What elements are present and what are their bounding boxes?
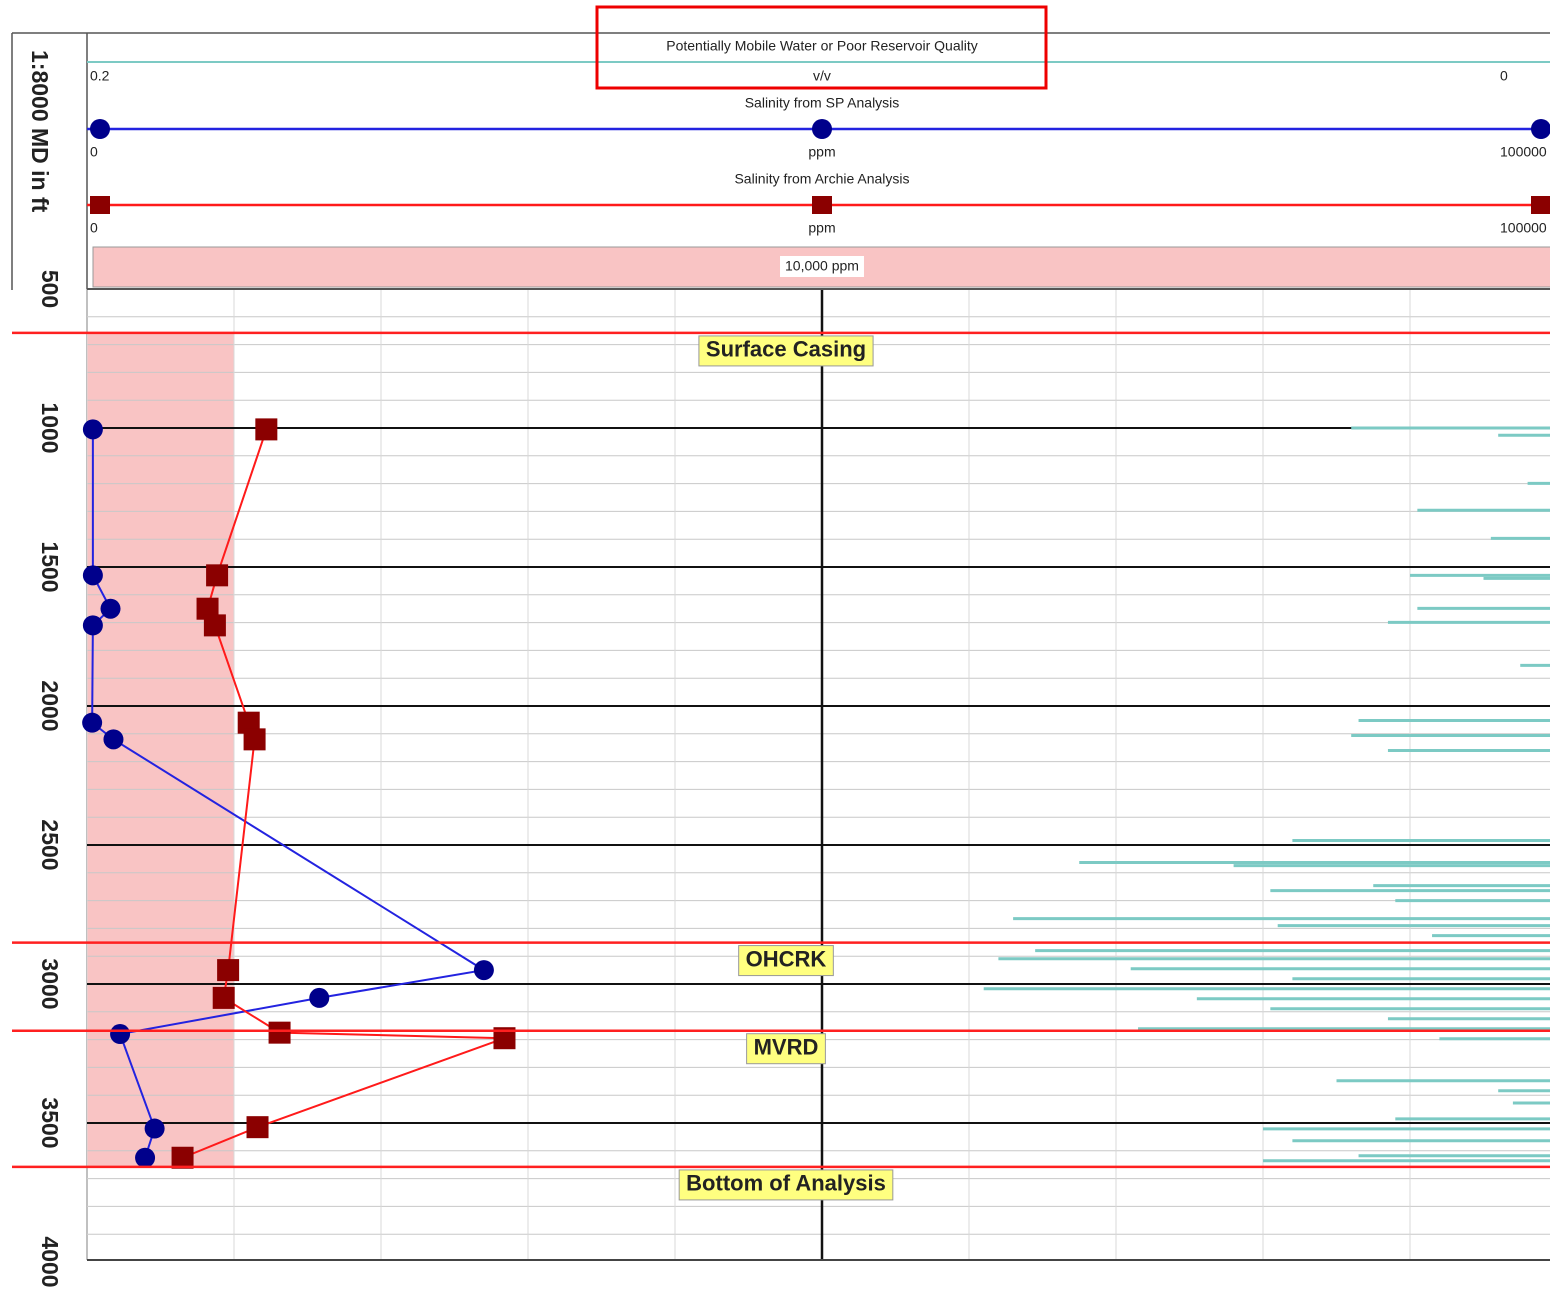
archie-point <box>493 1027 516 1050</box>
archie-point <box>246 1116 269 1139</box>
sp-point <box>135 1147 156 1168</box>
formation-label: OHCRK <box>746 946 827 971</box>
header <box>11 32 1550 1260</box>
legend-marker <box>90 196 110 214</box>
legend-marker <box>812 119 832 139</box>
formation-label-box <box>698 335 874 367</box>
archie-point <box>243 728 266 751</box>
scale-unit: ppm <box>808 220 835 236</box>
formation-label-box <box>738 945 834 977</box>
scale-label: 0 <box>1500 68 1508 84</box>
sp-point <box>309 987 330 1008</box>
scale-label: 0.2 <box>90 68 110 84</box>
sp-point <box>110 1024 131 1045</box>
legend-marker <box>812 196 832 214</box>
y-tick-label: 2500 <box>37 819 63 870</box>
sp-point <box>144 1118 165 1139</box>
archie-point <box>206 564 229 587</box>
archie-point <box>212 986 235 1009</box>
sp-point <box>100 598 121 619</box>
legend-entry: Salinity from SP Analysis <box>745 95 900 111</box>
legend-marker <box>90 119 110 139</box>
legend-entry: Potentially Mobile Water or Poor Reservo… <box>666 38 978 54</box>
y-tick-label: 1500 <box>37 541 63 592</box>
archie-point <box>268 1021 291 1044</box>
cutoff-shade <box>87 332 234 1167</box>
y-tick-label: 1000 <box>37 402 63 453</box>
legend-marker <box>1531 119 1550 139</box>
sp-point <box>473 960 494 981</box>
scale-label: 100000 <box>1500 144 1547 160</box>
scale-label: 0 <box>90 144 98 160</box>
scale-unit: v/v <box>813 68 831 84</box>
sp-point <box>82 712 103 733</box>
sp-point <box>82 615 103 636</box>
cutoff-label-box <box>780 256 864 277</box>
formation-label: Surface Casing <box>706 337 866 362</box>
archie-point <box>196 597 219 620</box>
formation-label: MVRD <box>754 1035 819 1060</box>
archie-point <box>237 711 260 734</box>
archie-point <box>171 1146 194 1169</box>
archie-point <box>203 614 226 637</box>
scale-label: 0 <box>90 220 98 236</box>
cutoff-label: 10,000 ppm <box>785 258 859 274</box>
archie-point <box>255 418 278 441</box>
sp-point <box>103 729 124 750</box>
scale-label: 100000 <box>1500 220 1547 236</box>
sp-point <box>82 419 103 440</box>
y-tick-label: 2000 <box>37 680 63 731</box>
legend-marker <box>1531 196 1550 214</box>
y-tick-label: 500 <box>37 270 63 308</box>
sp-point <box>82 565 103 586</box>
depth-label: 1:8000 MD in ft <box>27 50 53 213</box>
scale-unit: ppm <box>808 144 835 160</box>
highlight-box <box>595 5 1048 90</box>
y-tick-label: 4000 <box>37 1236 63 1287</box>
formation-label-box <box>678 1169 894 1201</box>
y-tick-label: 3500 <box>37 1097 63 1148</box>
legend-entry: Salinity from Archie Analysis <box>734 171 909 187</box>
y-tick-label: 3000 <box>37 958 63 1009</box>
archie-point <box>217 959 240 982</box>
formation-label-box <box>746 1033 826 1065</box>
formation-label: Bottom of Analysis <box>686 1171 886 1196</box>
